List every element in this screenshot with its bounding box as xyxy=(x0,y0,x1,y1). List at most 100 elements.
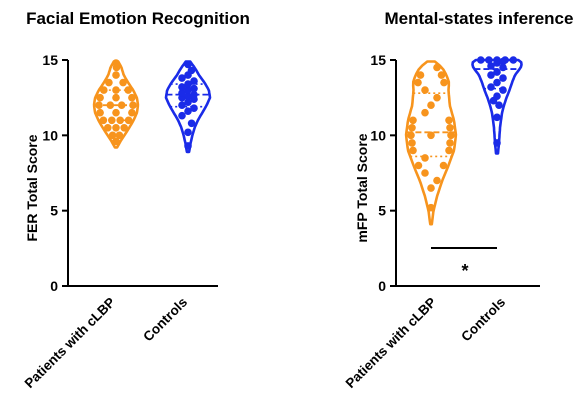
fer-controls-point xyxy=(184,142,192,150)
fer-controls-point xyxy=(184,98,192,106)
fer-controls-point xyxy=(187,66,196,75)
fer-controls-point xyxy=(190,84,198,93)
fer-category-label-patients: Patients with cLBP xyxy=(22,295,119,392)
mfp-title: Mental-states inference xyxy=(385,9,574,28)
mfp-patients-with-clbp-point xyxy=(421,86,429,94)
fer-controls-point xyxy=(190,77,198,85)
mfp-controls-point xyxy=(487,71,495,79)
fer-violins xyxy=(92,59,212,154)
mfp-patients-with-clbp-point xyxy=(447,131,455,140)
fer-patients-with-clbp-point xyxy=(120,124,128,132)
mfp-patients-with-clbp-point xyxy=(414,161,423,170)
mfp-controls-point xyxy=(495,101,503,109)
panel-fer: Facial Emotion Recognition FER Total Sco… xyxy=(22,9,250,391)
mfp-patients-with-clbp-point xyxy=(407,131,415,140)
mfp-patients-with-clbp-point xyxy=(433,63,441,72)
fer-y-tick-label-10: 10 xyxy=(42,127,58,143)
mfp-y-tick-label-5: 5 xyxy=(378,203,386,219)
mfp-patients-with-clbp-point xyxy=(445,146,453,155)
fer-patients-with-clbp-point xyxy=(96,93,104,102)
fer-patients-with-clbp-violin-group xyxy=(92,59,140,149)
mfp-y-tick-label-15: 15 xyxy=(370,52,386,68)
panel-mfp: Mental-states inference mFP Total Score … xyxy=(343,9,574,391)
fer-controls-point xyxy=(178,83,186,91)
fer-y-tick-label-15: 15 xyxy=(42,52,58,68)
fer-patients-with-clbp-point xyxy=(117,101,126,109)
mfp-patients-with-clbp-violin-group xyxy=(404,60,458,226)
fer-y-axis-label: FER Total Score xyxy=(24,134,40,241)
fer-y-tick-label-0: 0 xyxy=(50,278,58,294)
mfp-category-label-patients: Patients with cLBP xyxy=(343,295,440,392)
mfp-patients-with-clbp-point xyxy=(409,146,417,155)
mfp-controls-point xyxy=(493,78,501,87)
mfp-controls-point xyxy=(493,68,501,76)
mfp-controls-point xyxy=(487,62,495,70)
fer-controls-point xyxy=(187,119,196,128)
mfp-patients-with-clbp-point xyxy=(445,116,453,125)
fer-controls-point xyxy=(178,89,186,97)
fer-controls-point xyxy=(178,101,186,109)
fer-patients-with-clbp-point xyxy=(116,116,124,125)
fer-patients-with-clbp-point xyxy=(129,101,137,109)
mfp-controls-point xyxy=(493,139,501,147)
fer-patients-with-clbp-point xyxy=(104,124,112,132)
fer-controls-point xyxy=(190,104,198,112)
fer-patients-with-clbp-point xyxy=(119,78,127,87)
fer-controls-point xyxy=(178,111,186,120)
mfp-y-ticks: 0 5 10 15 xyxy=(370,52,396,294)
fer-patients-with-clbp-point xyxy=(106,101,115,109)
mfp-patients-with-clbp-point xyxy=(433,176,441,185)
mfp-patients-with-clbp-point xyxy=(427,203,435,212)
fer-y-tick-label-5: 5 xyxy=(50,203,58,219)
mfp-patients-with-clbp-point xyxy=(416,71,425,79)
fer-controls-point xyxy=(184,92,192,100)
mfp-patients-with-clbp-point xyxy=(421,154,429,162)
mfp-y-tick-label-10: 10 xyxy=(370,127,386,143)
fer-controls-violin-group xyxy=(164,60,212,154)
fer-y-ticks: 0 5 10 15 xyxy=(42,52,68,294)
mfp-controls-point xyxy=(477,56,485,64)
fer-patients-with-clbp-point xyxy=(128,108,136,117)
mfp-controls-point xyxy=(509,56,518,64)
fer-controls-point xyxy=(190,90,198,99)
fer-patients-with-clbp-point xyxy=(95,101,103,109)
mfp-controls-point xyxy=(493,56,501,64)
fer-controls-point xyxy=(178,74,186,82)
mfp-patients-with-clbp-point xyxy=(414,78,422,87)
mfp-patients-with-clbp-point xyxy=(446,124,454,132)
fer-controls-point xyxy=(184,86,192,94)
fer-patients-with-clbp-point xyxy=(124,86,132,94)
fer-patients-with-clbp-point xyxy=(112,59,120,67)
mfp-controls-point xyxy=(499,86,507,94)
fer-patients-with-clbp-point xyxy=(112,86,120,94)
fer-patients-with-clbp-point xyxy=(100,86,108,94)
mfp-patients-with-clbp-point xyxy=(408,139,416,147)
mfp-patients-with-clbp-point xyxy=(427,184,435,192)
mfp-patients-with-clbp-point xyxy=(446,139,454,147)
fer-patients-with-clbp-point xyxy=(105,78,113,87)
fer-patients-with-clbp-point xyxy=(99,116,108,125)
mfp-controls-point xyxy=(501,56,509,64)
fer-patients-with-clbp-point xyxy=(108,116,116,125)
mfp-patients-with-clbp-point xyxy=(437,71,446,79)
mfp-patients-with-clbp-point xyxy=(427,101,435,109)
mfp-patients-with-clbp-point xyxy=(439,161,448,170)
mfp-controls-point xyxy=(499,74,507,82)
mfp-patients-with-clbp-point xyxy=(440,78,448,87)
mfp-category-label-controls: Controls xyxy=(458,295,508,345)
fer-patients-with-clbp-point xyxy=(128,93,136,102)
significance-asterisk: * xyxy=(461,261,468,281)
fer-patients-with-clbp-point xyxy=(112,137,120,146)
mfp-controls-violin-group xyxy=(471,56,523,155)
mfp-patients-with-clbp-point xyxy=(427,131,435,140)
fer-title: Facial Emotion Recognition xyxy=(26,9,250,28)
fer-patients-with-clbp-point xyxy=(115,131,124,140)
mfp-patients-with-clbp-violin xyxy=(404,60,458,226)
mfp-patients-with-clbp-point xyxy=(408,124,416,132)
mfp-y-axis-label: mFP Total Score xyxy=(354,133,370,242)
mfp-patients-with-clbp-point xyxy=(433,93,441,102)
fer-controls-point xyxy=(184,128,192,137)
mfp-controls-point xyxy=(499,63,507,72)
fer-controls-point xyxy=(184,107,192,115)
